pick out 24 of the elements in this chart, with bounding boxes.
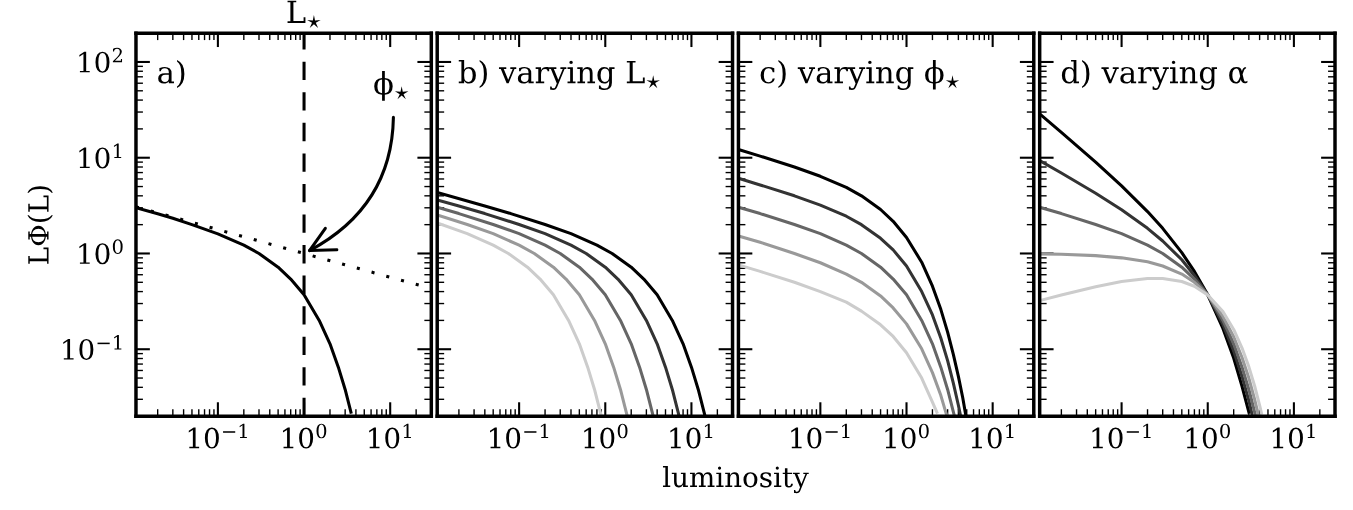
y-tick-label: 10$^{2}$ — [79, 47, 123, 73]
x-tick-label: 10$^{0}$ — [1186, 423, 1230, 449]
x-tick-label: 10$^{1}$ — [670, 423, 713, 449]
x-tick-label: 10$^{0}$ — [282, 423, 327, 449]
text: d) varying α — [1061, 59, 1248, 90]
y-tick-label: 10$^{0}$ — [79, 239, 123, 265]
text: c) varying ϕ$_{⋆}$ — [760, 59, 960, 90]
x-tick-label: 10$^{1}$ — [369, 423, 411, 449]
y-tick-label: 10$^{−1}$ — [63, 335, 122, 360]
x-tick-label: 10$^{1}$ — [971, 423, 1014, 449]
x-tick-label: 10$^{−1}$ — [791, 423, 850, 449]
y-axis-title: LΦ(L) — [27, 186, 53, 264]
text: b) varying L$_{⋆}$ — [458, 59, 660, 90]
x-tick-label: 10$^{0}$ — [584, 423, 628, 449]
x-tick-label: 10$^{−1}$ — [490, 423, 549, 449]
x-tick-label: 10$^{0}$ — [885, 423, 929, 449]
ref-line-label: L$_{⋆}$ — [287, 0, 321, 28]
annotation: ϕ$_{⋆}$ — [374, 71, 409, 101]
x-tick-label: 10$^{−1}$ — [188, 423, 247, 449]
y-tick-label: 10$^{1}$ — [79, 143, 122, 169]
x-tick-label: 10$^{−1}$ — [1092, 423, 1151, 449]
x-axis-title: luminosity — [662, 465, 809, 494]
text: a) — [158, 59, 185, 88]
x-tick-label: 10$^{1}$ — [1272, 423, 1315, 449]
